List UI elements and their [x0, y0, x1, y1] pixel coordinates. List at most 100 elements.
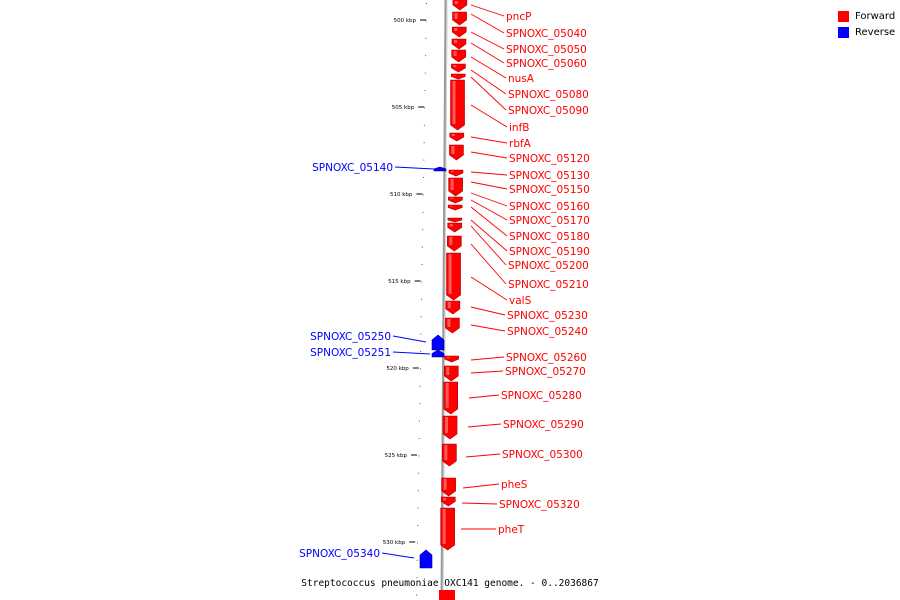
minor-tick: [424, 90, 426, 91]
gene-shine: [451, 134, 455, 136]
minor-tick: [423, 177, 425, 178]
gene-label: SPNOXC_05180: [509, 231, 590, 243]
minor-tick: [421, 298, 423, 300]
minor-tick: [424, 72, 426, 74]
gene-shine: [443, 479, 447, 490]
gene-shine: [449, 237, 453, 245]
leader-line: [470, 4, 505, 17]
minor-tick: [422, 211, 424, 213]
minor-tick: [416, 594, 418, 596]
gene-label: SPNOXC_05290: [503, 419, 584, 431]
gene-label: SPNOXC_05280: [501, 390, 582, 402]
legend-reverse-label: Reverse: [855, 27, 896, 38]
leader-line: [470, 219, 508, 252]
scale-tick-label: 505 kbp: [392, 105, 415, 111]
gene-label: SPNOXC_05340: [299, 548, 380, 560]
leader-line: [470, 136, 508, 144]
leader-line: [470, 276, 508, 301]
forward-gene: [447, 217, 463, 223]
leader-line: [470, 225, 507, 266]
minor-tick: [423, 142, 425, 144]
gene-label: SPNOXC_05210: [508, 279, 589, 291]
genome-caption: Streptococcus pneumoniae OXC141 genome. …: [301, 578, 599, 589]
gene-label: SPNOXC_05040: [506, 28, 587, 40]
leader-line: [470, 199, 508, 221]
gene-shine: [448, 254, 452, 294]
gene-shine: [447, 302, 451, 308]
leader-line: [462, 483, 500, 489]
forward-gene: [448, 196, 463, 204]
forward-gene: [448, 169, 464, 177]
minor-tick: [423, 159, 425, 161]
gene-shine: [454, 28, 458, 31]
reverse-gene: [419, 549, 433, 569]
minor-tick: [425, 37, 427, 39]
reverse-swatch: [838, 27, 849, 38]
minor-tick: [424, 107, 426, 109]
reverse-gene: [431, 334, 445, 351]
gene-shine: [453, 75, 457, 76]
gene-shine: [445, 383, 449, 408]
gene-label: SPNOXC_05200: [508, 260, 589, 272]
leader-line: [468, 394, 500, 399]
minor-tick: [423, 124, 425, 126]
gene-shine: [453, 51, 457, 56]
leader-line: [392, 335, 427, 343]
gene-label: SPNOXC_05160: [509, 201, 590, 213]
minor-tick: [425, 55, 427, 57]
minor-tick: [418, 455, 420, 457]
gene-label: SPNOXC_05320: [499, 499, 580, 511]
gene-label: SPNOXC_05250: [310, 331, 391, 343]
leader-line: [470, 31, 505, 50]
minor-tick: [425, 20, 427, 22]
gene-label: SPNOXC_05270: [505, 366, 586, 378]
gene-shine: [447, 319, 451, 327]
gene-label: SPNOXC_05190: [509, 246, 590, 258]
minor-tick: [420, 333, 422, 335]
minor-tick: [419, 403, 421, 405]
scale-tick-label: 500 kbp: [394, 18, 417, 24]
gene-shine: [453, 65, 457, 67]
minor-tick: [420, 351, 422, 352]
gene-shine: [446, 357, 450, 358]
gene-label: SPNOXC_05090: [508, 105, 589, 117]
gene-shine: [444, 445, 448, 460]
gene-label: SPNOXC_05060: [506, 58, 587, 70]
gene-shine: [445, 417, 449, 433]
gene-label: SPNOXC_05260: [506, 352, 587, 364]
leader-line: [470, 171, 508, 176]
gene-label: pncP: [506, 11, 531, 23]
scale-tick-label: 515 kbp: [388, 279, 411, 285]
gene-shine: [454, 1, 458, 4]
reverse-gene: [433, 166, 447, 172]
forward-gene: [450, 73, 466, 80]
leader-line: [465, 453, 501, 458]
minor-tick: [417, 525, 419, 526]
gene-shine: [450, 171, 454, 172]
gene-label: SPNOXC_05050: [506, 44, 587, 56]
minor-tick: [418, 420, 420, 422]
gene-shine: [446, 367, 450, 375]
leader-line: [470, 76, 507, 111]
minor-tick: [416, 542, 418, 544]
leader-line: [470, 42, 505, 64]
gene-shine: [442, 509, 446, 544]
minor-tick: [425, 3, 427, 4]
leader-line: [392, 351, 431, 355]
leader-line: [470, 69, 507, 95]
reverse-gene: [431, 349, 445, 358]
legend-forward: Forward: [838, 9, 895, 24]
gene-label: nusA: [508, 73, 535, 85]
gene-label: SPNOXC_05120: [509, 153, 590, 165]
scale-tick-label: 510 kbp: [390, 192, 413, 198]
gene-shine: [454, 13, 458, 19]
gene-label: SPNOXC_05140: [312, 162, 393, 174]
gene-shine: [450, 206, 454, 207]
forward-gene: [439, 590, 455, 600]
leader-line: [394, 166, 435, 170]
leader-line: [470, 370, 504, 374]
gene-label: valS: [509, 295, 532, 307]
gene-shine: [449, 224, 453, 227]
minor-tick: [418, 472, 420, 474]
gene-shine: [443, 498, 447, 501]
